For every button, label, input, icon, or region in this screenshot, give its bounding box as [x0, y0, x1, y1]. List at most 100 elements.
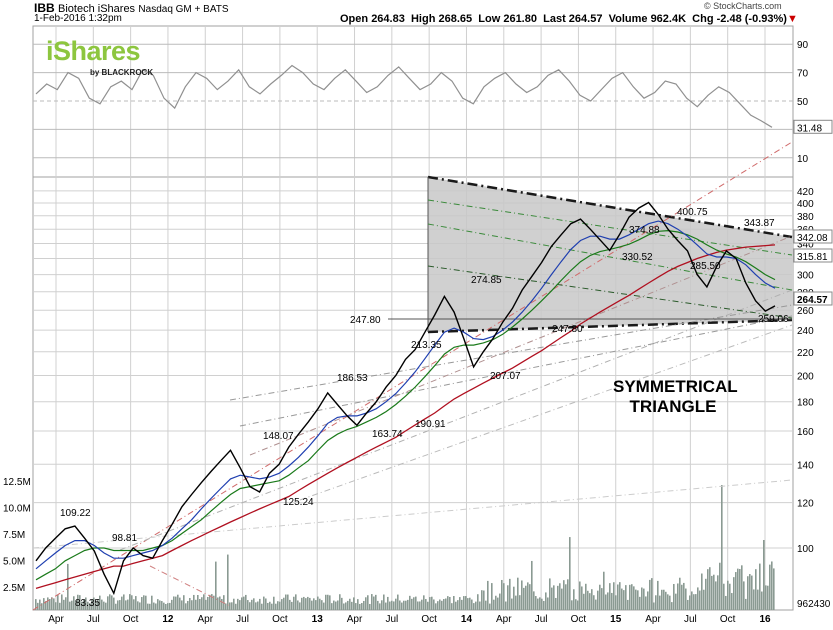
- volume-bar: [641, 587, 643, 610]
- volume-bar: [625, 585, 627, 610]
- volume-bar: [737, 568, 739, 610]
- volume-bar: [361, 603, 363, 610]
- volume-bar: [611, 592, 613, 610]
- volume-bar: [575, 599, 577, 610]
- volume-bar: [751, 575, 753, 610]
- x-tick-label: 14: [461, 614, 473, 625]
- volume-bar: [657, 580, 659, 610]
- volume-bar: [351, 601, 353, 610]
- price-series: [35, 201, 776, 596]
- ishares-logo: iShares: [46, 36, 141, 66]
- price-y-tick-label: 220: [797, 348, 814, 359]
- volume-bar: [191, 600, 193, 610]
- volume-bar: [413, 597, 415, 610]
- x-tick-label: Apr: [347, 614, 363, 625]
- volume-bar: [493, 599, 495, 610]
- volume-bar: [311, 600, 313, 610]
- volume-bar: [289, 599, 291, 610]
- volume-bar: [727, 580, 729, 610]
- volume-bar: [427, 601, 429, 610]
- pattern-label-line-2: TRIANGLE: [629, 397, 717, 416]
- trendline-gray-1: [119, 289, 793, 551]
- volume-bar: [55, 602, 57, 610]
- volume-bar: [553, 585, 555, 610]
- volume-bar: [665, 591, 667, 610]
- volume-bar: [85, 597, 87, 610]
- trendline-gray-3: [239, 315, 793, 427]
- volume-bar: [111, 595, 113, 610]
- volume-bar: [299, 602, 301, 610]
- price-annotation: 125.24: [283, 497, 314, 508]
- volume-bar: [383, 594, 385, 610]
- volume-bar: [673, 583, 675, 610]
- price-annotation: 247.80: [552, 324, 583, 335]
- volume-bar: [663, 589, 665, 610]
- volume-bar: [505, 601, 507, 610]
- volume-bar: [561, 588, 563, 610]
- volume-bar: [277, 601, 279, 610]
- volume-bar: [711, 575, 713, 610]
- volume-bar: [747, 576, 749, 610]
- volume-bar: [389, 601, 391, 610]
- volume-bar: [375, 594, 377, 610]
- volume-bar: [583, 593, 585, 610]
- volume-bar: [355, 603, 357, 610]
- volume-bar: [543, 600, 545, 610]
- indicator-y-tick-label: 90: [797, 40, 809, 51]
- price-annotation: 98.81: [112, 533, 137, 544]
- volume-bar: [227, 554, 229, 610]
- x-tick-label: Apr: [197, 614, 213, 625]
- volume-bar: [317, 596, 319, 610]
- volume-bar: [481, 590, 483, 610]
- volume-bar: [75, 600, 77, 610]
- volume-bar: [167, 603, 169, 610]
- trendline-red-short: [149, 565, 231, 607]
- volume-bar: [645, 596, 647, 610]
- trendline-green-2: [427, 223, 793, 291]
- volume-bar: [551, 587, 553, 610]
- volume-bar: [349, 598, 351, 610]
- watermark: © StockCharts.com: [704, 1, 782, 11]
- volume-bar: [295, 594, 297, 610]
- volume-bar: [607, 592, 609, 610]
- volume-bar: [309, 597, 311, 610]
- volume-bar: [757, 589, 759, 610]
- volume-bar: [161, 601, 163, 610]
- volume-bar: [63, 599, 65, 610]
- volume-bar: [685, 588, 687, 610]
- volume-bar: [67, 563, 69, 610]
- volume-bar: [103, 601, 105, 610]
- volume-bar: [603, 571, 605, 610]
- volume-bar: [263, 596, 265, 610]
- volume-bar: [337, 600, 339, 610]
- volume-bar: [115, 603, 117, 610]
- volume-bar: [499, 593, 501, 610]
- volume-bar: [185, 603, 187, 610]
- volume-bar: [597, 590, 599, 610]
- volume-bar: [495, 595, 497, 610]
- volume-bar: [539, 597, 541, 610]
- down-arrow-icon: ▼: [786, 13, 798, 25]
- open-label: Open: [340, 13, 369, 25]
- volume-bar: [691, 591, 693, 610]
- volume-tick-label: 2.5M: [3, 583, 25, 594]
- x-tick-label: Apr: [48, 614, 64, 625]
- volume-bars: [35, 485, 775, 610]
- x-tick-label: 13: [312, 614, 324, 625]
- volume-bar: [511, 598, 513, 610]
- volume-bar: [365, 597, 367, 610]
- volume-bar: [459, 597, 461, 610]
- volume-bar: [431, 596, 433, 610]
- price-annotation: 207.07: [490, 371, 521, 382]
- security-name: Biotech iShares: [58, 3, 136, 15]
- volume-bar: [567, 579, 569, 610]
- price-annotation: 343.87: [744, 218, 775, 229]
- volume-bar: [735, 572, 737, 610]
- volume-bar: [463, 596, 465, 610]
- trendline-gray-2: [229, 304, 793, 401]
- volume-bar: [133, 599, 135, 610]
- price-y-tick-label: 420: [797, 187, 814, 198]
- volume-bar: [671, 602, 673, 610]
- volume-bar: [615, 595, 617, 610]
